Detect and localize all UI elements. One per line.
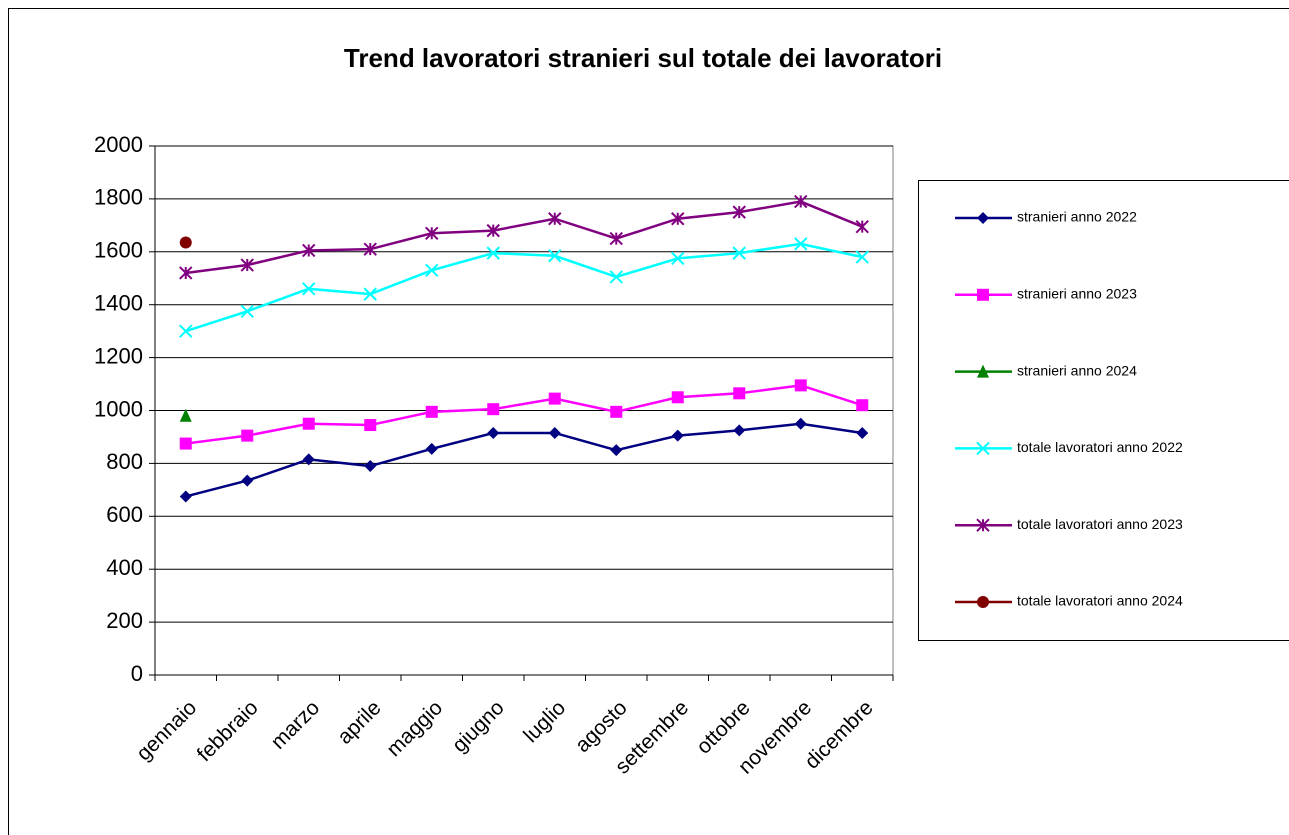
series-line: [185, 384, 863, 445]
marker: [548, 212, 562, 226]
series-line: [185, 242, 863, 333]
marker: [977, 596, 989, 608]
marker: [302, 417, 315, 430]
y-tick-label: 400: [106, 555, 143, 580]
marker: [733, 424, 746, 437]
marker: [609, 231, 623, 246]
marker: [240, 258, 254, 272]
legend-label: totale lavoratori anno 2022: [1017, 439, 1183, 455]
marker: [179, 490, 192, 503]
marker: [302, 453, 315, 466]
marker: [732, 205, 746, 219]
marker: [794, 194, 808, 209]
y-tick-label: 1200: [94, 343, 143, 368]
marker: [241, 429, 254, 442]
marker: [671, 212, 685, 226]
marker: [856, 399, 869, 412]
marker: [548, 426, 561, 439]
marker: [732, 246, 746, 260]
chart-title: Trend lavoratori stranieri sul totale de…: [344, 43, 942, 73]
series-line: [185, 422, 863, 498]
marker: [425, 442, 438, 455]
marker: [610, 405, 623, 418]
marker: [179, 437, 192, 450]
marker: [487, 426, 500, 439]
marker: [241, 474, 254, 487]
legend-box: [918, 180, 1289, 641]
marker: [425, 405, 438, 418]
marker: [179, 236, 192, 249]
y-tick-label: 2000: [94, 132, 143, 157]
marker: [671, 429, 684, 442]
marker: [609, 270, 623, 284]
marker: [977, 212, 989, 224]
marker: [425, 226, 439, 240]
y-tick-label: 0: [131, 661, 143, 686]
marker: [425, 263, 439, 278]
marker: [794, 417, 807, 430]
marker: [487, 403, 500, 416]
marker: [486, 246, 500, 260]
marker: [856, 426, 869, 439]
y-tick-label: 1400: [94, 291, 143, 316]
marker: [610, 444, 623, 457]
marker: [977, 288, 989, 301]
marker: [302, 243, 316, 258]
y-tick-label: 200: [106, 608, 143, 633]
marker: [363, 287, 377, 301]
marker: [179, 266, 193, 280]
series-line: [185, 200, 863, 275]
marker: [733, 387, 746, 400]
marker: [548, 392, 561, 405]
y-tick-label: 1000: [94, 396, 143, 421]
marker: [976, 518, 990, 532]
marker: [794, 237, 808, 251]
legend-label: stranieri anno 2024: [1017, 362, 1137, 378]
marker: [671, 391, 684, 404]
legend-label: stranieri anno 2022: [1017, 209, 1137, 225]
y-tick-label: 600: [106, 502, 143, 527]
marker: [240, 304, 254, 319]
marker: [179, 408, 192, 422]
y-tick-label: 1800: [94, 185, 143, 210]
y-tick-label: 1600: [94, 238, 143, 263]
marker: [855, 250, 869, 264]
marker: [486, 223, 500, 238]
legend-label: totale lavoratori anno 2023: [1017, 516, 1183, 532]
marker: [977, 364, 989, 378]
marker: [364, 419, 377, 432]
legend-label: stranieri anno 2023: [1017, 286, 1137, 302]
marker: [179, 324, 193, 338]
marker: [302, 282, 316, 296]
legend-label: totale lavoratori anno 2024: [1017, 593, 1183, 609]
marker: [855, 219, 869, 234]
y-tick-label: 800: [106, 449, 143, 474]
marker: [794, 379, 807, 392]
marker: [548, 249, 562, 263]
marker: [363, 242, 377, 256]
marker: [976, 441, 990, 456]
marker: [671, 251, 685, 266]
marker: [364, 460, 377, 473]
